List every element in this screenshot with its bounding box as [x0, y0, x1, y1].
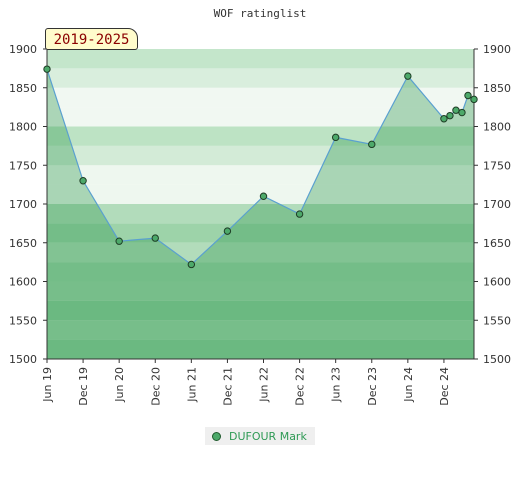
legend-label: DUFOUR Mark	[229, 429, 307, 443]
rating-point	[115, 237, 123, 245]
background-band	[47, 165, 474, 185]
tick-labels: 1500 1500 1550 1550 1600 1600 1650 1650 1700 1700…	[9, 43, 511, 406]
y-tick-label-right: 1500	[483, 353, 511, 366]
rating-point	[452, 106, 460, 114]
background-band	[47, 68, 474, 88]
rating-point	[464, 91, 472, 100]
y-tick-label-right: 1650	[483, 237, 511, 250]
y-tick-label-right: 1700	[483, 198, 511, 211]
y-tick-label-right: 1550	[483, 314, 511, 327]
background-band	[47, 107, 474, 127]
x-tick-label: Jun 23	[330, 367, 343, 403]
x-tick-label: Jun 24	[402, 367, 415, 403]
chart-title: WOF ratinglist	[214, 7, 307, 20]
axes	[43, 48, 478, 363]
rating-point	[446, 111, 454, 120]
y-tick-label-left: 1800	[9, 121, 37, 134]
background-band	[47, 281, 474, 301]
rating-point	[79, 177, 87, 185]
rating-point	[151, 234, 159, 242]
y-tick-label-left: 1600	[9, 276, 37, 289]
y-tick-label-left: 1850	[9, 82, 37, 95]
rating-point	[331, 133, 340, 142]
background-band	[47, 145, 474, 166]
rating-points	[43, 65, 478, 269]
y-tick-label-left: 1750	[9, 159, 37, 172]
background-band	[47, 300, 474, 321]
y-tick-label-right: 1600	[483, 276, 511, 289]
rating-point	[404, 72, 412, 80]
x-tick-label: Dec 24	[438, 367, 451, 406]
rating-point	[470, 95, 478, 104]
x-tick-label: Dec 20	[149, 367, 162, 406]
background-band	[47, 339, 474, 359]
rating-point	[187, 260, 196, 269]
y-tick-label-right: 1800	[483, 121, 511, 134]
rating-point	[440, 115, 448, 123]
rating-area-fill	[47, 69, 474, 360]
x-tick-label: Jun 19	[41, 367, 54, 403]
rating-point	[368, 140, 376, 149]
rating-point	[223, 227, 232, 235]
y-tick-label-left: 1900	[9, 43, 37, 56]
background-band	[47, 242, 474, 263]
rating-point	[458, 108, 466, 117]
x-tick-label: Dec 19	[77, 367, 90, 406]
x-tick-label: Dec 21	[221, 367, 234, 406]
background-band	[47, 87, 474, 108]
background-band	[47, 262, 474, 282]
x-tick-label: Dec 22	[294, 367, 307, 406]
background-band	[47, 49, 474, 69]
x-tick-label: Jun 22	[258, 367, 271, 403]
y-tick-label-right: 1750	[483, 159, 511, 172]
y-tick-label-left: 1500	[9, 353, 37, 366]
background-band	[47, 320, 474, 340]
x-tick-label: Dec 23	[366, 367, 379, 406]
background-band	[47, 126, 474, 146]
y-tick-label-right: 1900	[483, 43, 511, 56]
y-tick-label-left: 1700	[9, 198, 37, 211]
background-band	[47, 204, 474, 224]
legend[interactable]: DUFOUR Mark	[205, 427, 315, 445]
y-tick-label-left: 1550	[9, 314, 37, 327]
rating-point	[259, 192, 268, 200]
rating-point	[43, 65, 51, 73]
x-tick-label: Jun 21	[185, 367, 198, 403]
x-tick-label: Jun 20	[113, 367, 126, 403]
period-label: 2019-2025	[45, 28, 138, 50]
y-tick-label-left: 1650	[9, 237, 37, 250]
legend-marker-icon	[212, 431, 221, 441]
y-tick-label-right: 1850	[483, 82, 511, 95]
rating-point	[295, 210, 304, 218]
